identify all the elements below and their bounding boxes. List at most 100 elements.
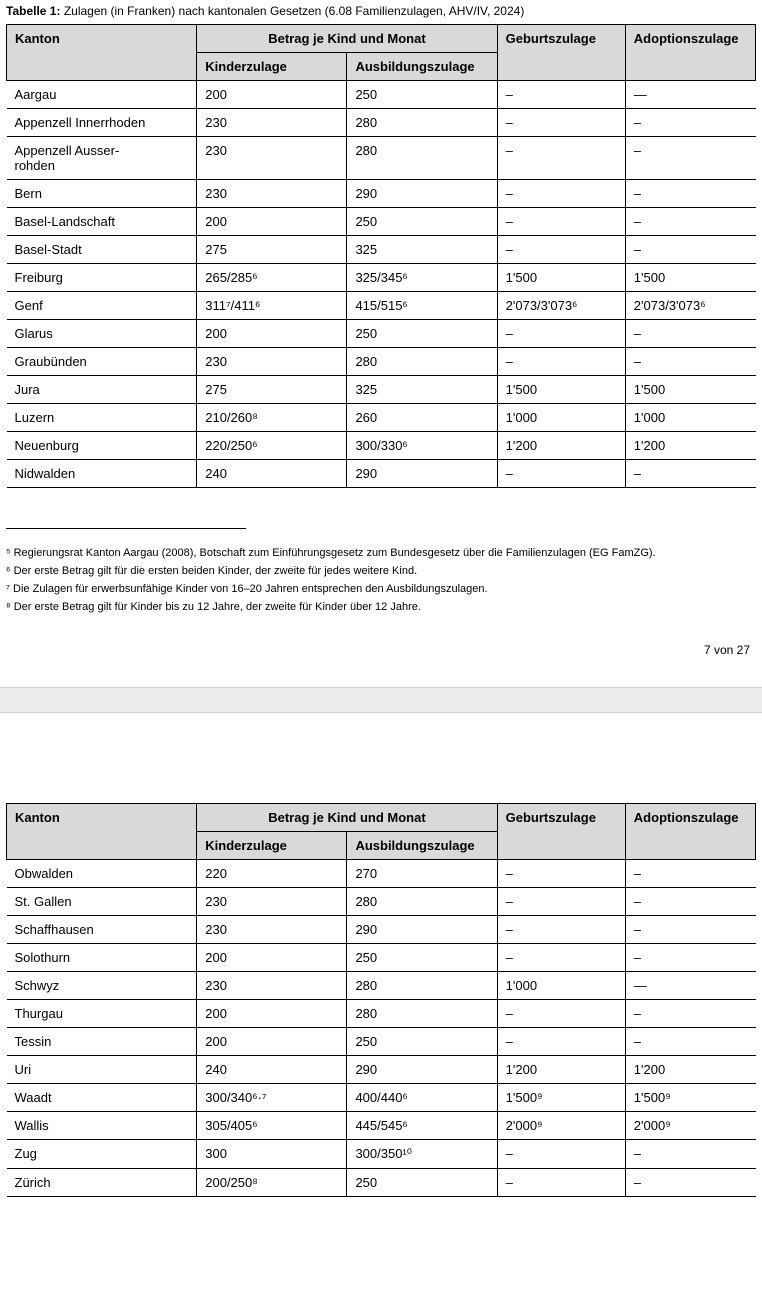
cell-ausb: 280	[347, 109, 497, 137]
cell-geb: –	[497, 1169, 625, 1197]
cell-ausb: 290	[347, 1056, 497, 1084]
cell-adopt: 1'200	[625, 432, 755, 460]
cell-kind: 200	[197, 208, 347, 236]
cell-kind: 220/250⁶	[197, 432, 347, 460]
table-row: Schwyz2302801'000—	[7, 972, 756, 1000]
cell-kind: 200	[197, 81, 347, 109]
cell-adopt: –	[625, 1140, 755, 1169]
cell-ausb: 400/440⁶	[347, 1084, 497, 1112]
col-betrag-group: Betrag je Kind und Monat	[197, 804, 497, 832]
col-ausbildungszulage: Ausbildungszulage	[347, 53, 497, 81]
table-row: Glarus200250––	[7, 320, 756, 348]
cell-kanton: Neuenburg	[7, 432, 197, 460]
cell-kanton: Aargau	[7, 81, 197, 109]
col-geburtszulage: Geburtszulage	[497, 804, 625, 860]
cell-ausb: 250	[347, 944, 497, 972]
cell-ausb: 325	[347, 236, 497, 264]
cell-kanton: Luzern	[7, 404, 197, 432]
cell-geb: 2'000⁹	[497, 1112, 625, 1140]
col-geburtszulage: Geburtszulage	[497, 25, 625, 81]
cell-geb: –	[497, 180, 625, 208]
cell-kind: 230	[197, 888, 347, 916]
cell-adopt: –	[625, 860, 755, 888]
table-row: Appenzell Ausser-rohden230280––	[7, 137, 756, 180]
cell-adopt: 1'200	[625, 1056, 755, 1084]
cell-geb: –	[497, 944, 625, 972]
footnote: ⁷ Die Zulagen für erwerbsunfähige Kinder…	[6, 583, 756, 595]
cell-adopt: –	[625, 1028, 755, 1056]
cell-kanton: Wallis	[7, 1112, 197, 1140]
cell-adopt: –	[625, 137, 755, 180]
cell-geb: –	[497, 137, 625, 180]
cell-kanton: Glarus	[7, 320, 197, 348]
footnote-rule	[6, 528, 246, 529]
cell-adopt: –	[625, 1169, 755, 1197]
cell-kind: 300/340⁶·⁷	[197, 1084, 347, 1112]
cell-ausb: 280	[347, 888, 497, 916]
cell-adopt: 2'000⁹	[625, 1112, 755, 1140]
cell-kind: 230	[197, 348, 347, 376]
table-row: St. Gallen230280––	[7, 888, 756, 916]
cell-geb: 1'500	[497, 376, 625, 404]
cell-kanton: Appenzell Ausser-rohden	[7, 137, 197, 180]
col-betrag-group: Betrag je Kind und Monat	[197, 25, 497, 53]
table-row: Wallis305/405⁶445/545⁶2'000⁹2'000⁹	[7, 1112, 756, 1140]
footnote: ⁵ Regierungsrat Kanton Aargau (2008), Bo…	[6, 547, 756, 559]
cell-kind: 210/260⁸	[197, 404, 347, 432]
cell-geb: –	[497, 348, 625, 376]
cell-ausb: 290	[347, 916, 497, 944]
cell-ausb: 280	[347, 1000, 497, 1028]
cell-geb: –	[497, 1000, 625, 1028]
table-row: Thurgau200280––	[7, 1000, 756, 1028]
table-body-page2: Obwalden220270––St. Gallen230280––Schaff…	[7, 860, 756, 1197]
page-2: Kanton Betrag je Kind und Monat Geburtsz…	[0, 713, 762, 1217]
cell-ausb: 250	[347, 320, 497, 348]
cell-geb: –	[497, 81, 625, 109]
cell-geb: –	[497, 888, 625, 916]
table-row: Basel-Landschaft200250––	[7, 208, 756, 236]
cell-kanton: St. Gallen	[7, 888, 197, 916]
cell-kind: 230	[197, 137, 347, 180]
table-row: Jura2753251'5001'500	[7, 376, 756, 404]
cell-adopt: –	[625, 348, 755, 376]
cell-geb: –	[497, 236, 625, 264]
cell-kanton: Basel-Landschaft	[7, 208, 197, 236]
cell-ausb: 280	[347, 348, 497, 376]
cell-kind: 240	[197, 1056, 347, 1084]
cell-adopt: 1'000	[625, 404, 755, 432]
cell-geb: 1'200	[497, 1056, 625, 1084]
cell-geb: –	[497, 208, 625, 236]
cell-kind: 230	[197, 109, 347, 137]
footnote: ⁸ Der erste Betrag gilt für Kinder bis z…	[6, 601, 756, 613]
cell-adopt: –	[625, 944, 755, 972]
cell-kanton: Jura	[7, 376, 197, 404]
table-row: Neuenburg220/250⁶300/330⁶1'2001'200	[7, 432, 756, 460]
cell-ausb: 260	[347, 404, 497, 432]
cell-geb: –	[497, 320, 625, 348]
table-row: Zürich200/250⁸250––	[7, 1169, 756, 1197]
cell-kanton: Uri	[7, 1056, 197, 1084]
cell-ausb: 445/545⁶	[347, 1112, 497, 1140]
col-kinderzulage: Kinderzulage	[197, 53, 347, 81]
cell-adopt: –	[625, 320, 755, 348]
table-row: Tessin200250––	[7, 1028, 756, 1056]
cell-adopt: 1'500	[625, 376, 755, 404]
cell-ausb: 250	[347, 81, 497, 109]
col-adoptionszulage: Adoptionszulage	[625, 804, 755, 860]
caption-label: Tabelle 1:	[6, 4, 60, 18]
cell-kanton: Solothurn	[7, 944, 197, 972]
cell-adopt: –	[625, 180, 755, 208]
table-row: Appenzell Innerrhoden230280––	[7, 109, 756, 137]
cell-kanton: Waadt	[7, 1084, 197, 1112]
cell-kanton: Bern	[7, 180, 197, 208]
cell-geb: –	[497, 1028, 625, 1056]
table-row: Waadt300/340⁶·⁷400/440⁶1'500⁹1'500⁹	[7, 1084, 756, 1112]
cell-kanton: Freiburg	[7, 264, 197, 292]
footnotes: ⁵ Regierungsrat Kanton Aargau (2008), Bo…	[6, 547, 756, 613]
table-row: Genf311⁷/411⁶415/515⁶2'073/3'073⁶2'073/3…	[7, 292, 756, 320]
cell-adopt: —	[625, 972, 755, 1000]
cell-ausb: 280	[347, 972, 497, 1000]
cell-kind: 200	[197, 944, 347, 972]
cell-kind: 275	[197, 236, 347, 264]
cell-kanton: Schaffhausen	[7, 916, 197, 944]
